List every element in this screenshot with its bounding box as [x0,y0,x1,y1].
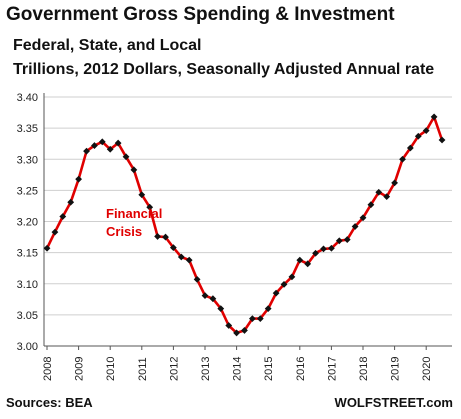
data-point [154,233,161,240]
data-point [98,138,106,146]
chart-title: Government Gross Spending & Investment [6,4,395,25]
x-tick-label: 2016 [295,357,307,381]
data-point [75,175,83,183]
x-tick-label: 2018 [358,357,370,381]
x-tick-label: 2015 [263,357,275,381]
x-tick-label: 2009 [74,357,86,381]
data-point [343,236,351,243]
x-tick-label: 2011 [137,357,149,381]
series-spending [43,113,446,337]
x-tick-label: 2017 [326,357,338,381]
data-point [375,188,383,196]
y-axis: 3.00 3.05 3.10 3.15 3.20 3.25 3.30 3.35 3.40 [17,92,45,353]
data-point [138,191,146,199]
annotation-line: Financial [106,206,162,221]
data-point [146,203,154,211]
x-tick-label: 2020 [421,357,433,381]
data-point [162,233,169,241]
data-point [241,327,248,334]
data-point [209,295,217,303]
x-tick-label: 2010 [105,357,117,381]
data-point [169,244,177,252]
y-tick-label: 3.20 [17,217,38,229]
data-point [91,142,98,149]
data-point [114,139,122,147]
gridlines [44,96,452,347]
x-tick-label: 2013 [200,357,212,381]
x-tick-label: 2008 [42,357,54,381]
data-point [217,305,225,313]
x-tick-label: 2014 [232,357,244,381]
financial-crisis-annotation: Financial Crisis [106,206,162,239]
source-note: Sources: BEA [6,395,93,410]
data-point [359,214,367,222]
data-point [193,276,201,283]
data-point [391,179,398,187]
data-point [225,322,233,329]
y-tick-label: 3.35 [17,123,38,135]
data-point [288,273,296,281]
data-point [83,147,90,155]
data-point [233,329,240,337]
data-point [130,166,138,174]
data-point [422,127,430,135]
data-point [280,280,288,288]
y-tick-label: 3.15 [17,248,38,260]
data-point [296,256,304,264]
chart-subtitle-scope: Federal, State, and Local [13,37,202,54]
y-tick-label: 3.10 [17,279,38,291]
x-axis: 2008 2009 2010 2011 2012 2013 2014 2015 2016 2017… [42,345,452,381]
data-point [367,201,375,209]
x-tick-label: 2019 [390,357,402,381]
data-point [67,198,75,206]
y-tick-label: 3.05 [17,310,38,322]
data-point [335,237,343,245]
brand-label: WOLFSTREET.com [334,395,453,410]
data-point [264,305,272,313]
y-tick-label: 3.25 [17,185,38,197]
data-point [438,136,446,144]
y-tick-label: 3.30 [17,154,38,166]
data-point [430,113,438,121]
y-tick-label: 3.40 [17,92,38,104]
data-point [122,153,130,161]
annotation-line: Crisis [106,224,142,239]
chart-subtitle-units: Trillions, 2012 Dollars, Seasonally Adju… [13,61,435,78]
x-tick-label: 2012 [168,357,180,381]
data-point [185,256,193,264]
y-tick-label: 3.00 [17,341,38,353]
